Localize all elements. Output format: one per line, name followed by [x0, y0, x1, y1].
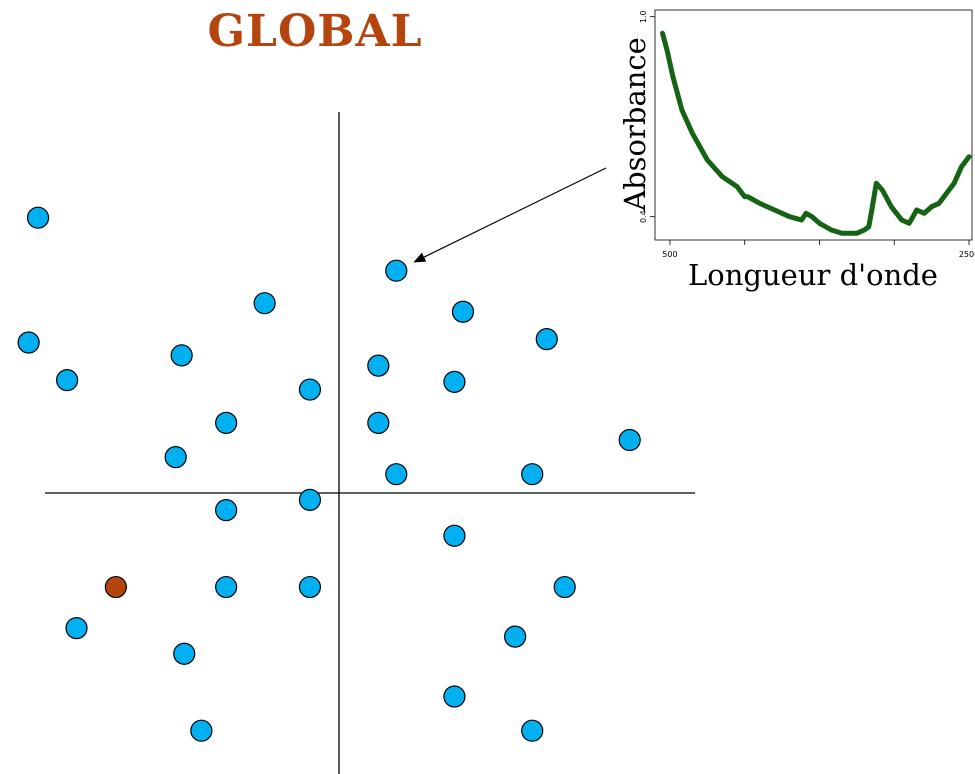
score-point	[504, 625, 527, 648]
score-point	[298, 488, 322, 511]
score-points	[17, 206, 641, 742]
pointer-arrow	[413, 167, 607, 263]
score-point	[164, 445, 187, 469]
score-point	[215, 411, 238, 434]
score-point	[521, 463, 544, 486]
score-point	[298, 575, 322, 599]
score-point	[215, 499, 238, 522]
score-point	[173, 642, 196, 665]
title: GLOBAL	[207, 6, 423, 57]
y-tick-label: 0.4	[639, 210, 648, 223]
score-point	[298, 378, 322, 401]
score-point	[26, 206, 50, 229]
score-point	[17, 331, 40, 354]
score-point	[367, 354, 390, 377]
score-point	[535, 328, 558, 351]
score-point	[385, 463, 408, 486]
score-point	[443, 524, 466, 547]
score-point	[215, 575, 238, 599]
score-point	[190, 719, 213, 742]
score-point	[451, 300, 475, 323]
score-point	[618, 428, 641, 452]
score-point	[385, 259, 408, 282]
spectrum-plot-frame	[654, 9, 973, 241]
score-point	[170, 344, 193, 367]
spectrum-line	[660, 30, 972, 236]
y-tick-label: 1.0	[639, 10, 648, 23]
score-point	[253, 292, 276, 315]
score-point	[367, 411, 390, 434]
score-plot	[17, 112, 695, 774]
score-point	[56, 369, 79, 392]
x-tick-label: 500	[662, 250, 677, 259]
score-point	[521, 719, 544, 742]
highlighted-point	[104, 575, 127, 599]
score-point	[443, 685, 466, 708]
spectrum-xlabel: Longueur d'onde	[688, 258, 938, 292]
spectrum-ylabel: Absorbance	[618, 37, 652, 212]
score-point	[65, 616, 88, 640]
score-point	[443, 370, 466, 393]
score-point	[553, 575, 576, 599]
